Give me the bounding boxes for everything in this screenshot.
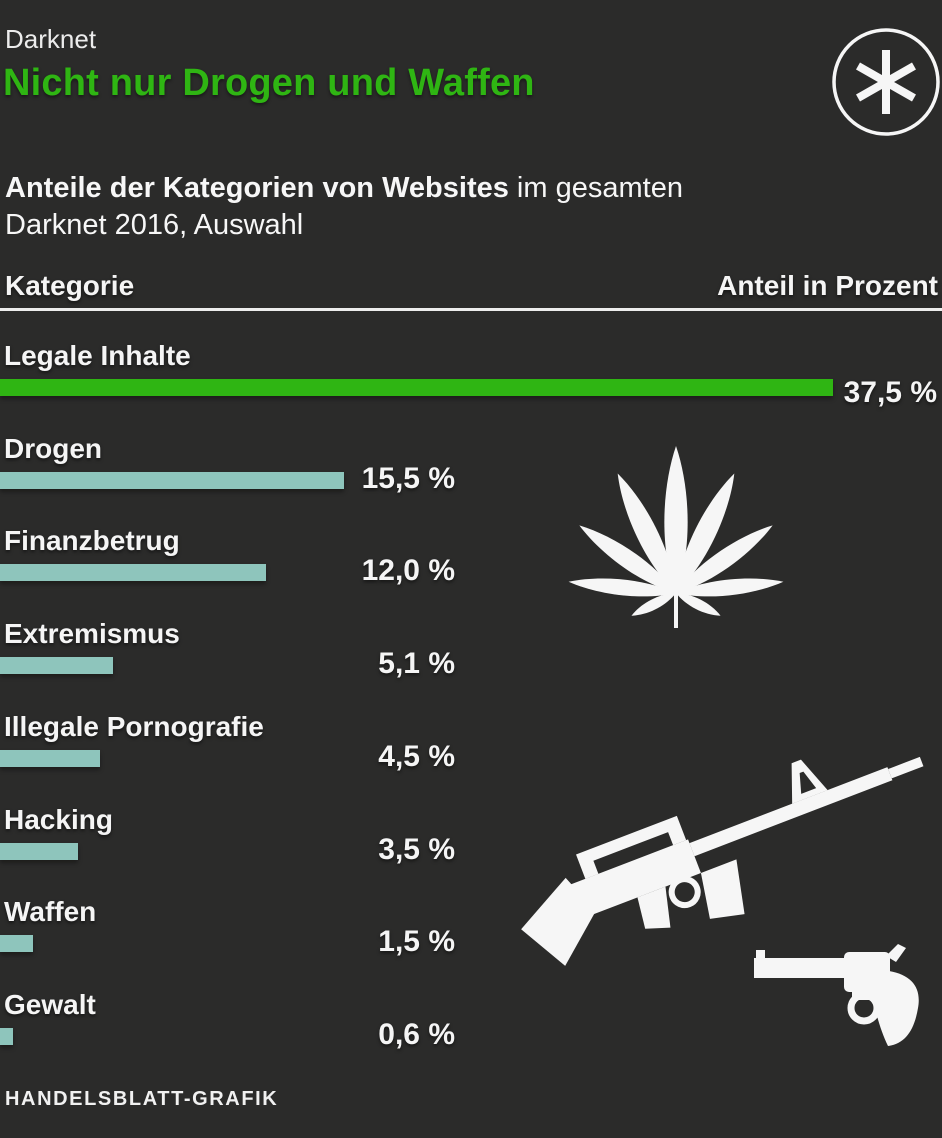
cannabis-leaf-icon — [556, 441, 796, 641]
chart-row: Legale Inhalte 37,5 % — [0, 341, 942, 434]
category-label: Illegale Pornografie — [4, 711, 264, 742]
chart-row: Finanzbetrug 12,0 % — [0, 526, 942, 619]
chart-row: Waffen 1,5 % — [0, 897, 942, 990]
chart-row: Illegale Pornografie 4,5 % — [0, 712, 942, 805]
chart-subtitle: Anteile der Kategorien von Websites im g… — [5, 170, 683, 244]
revolver-icon — [752, 940, 942, 1052]
value-bar — [0, 1028, 13, 1045]
subtitle-bold-text: Anteile der Kategorien von Websites — [5, 172, 509, 204]
category-label: Waffen — [4, 896, 97, 927]
source-credit: HANDELSBLATT-GRAFIK — [5, 1088, 279, 1110]
value-label: 12,0 % — [361, 554, 455, 587]
value-bar — [0, 935, 33, 952]
header-divider-rule — [0, 308, 942, 311]
chart-row: Extremismus 5,1 % — [0, 619, 942, 712]
value-bar — [0, 657, 113, 674]
value-bar — [0, 379, 833, 396]
subtitle-line2-text: Darknet 2016, Auswahl — [5, 209, 304, 241]
column-header-category: Kategorie — [5, 270, 135, 301]
subtitle-regular-text: im gesamten — [508, 172, 683, 204]
column-header-value: Anteil in Prozent — [717, 270, 938, 301]
handelsblatt-asterisk-logo-icon — [830, 26, 942, 138]
value-bar — [0, 472, 344, 489]
assault-rifle-icon — [505, 735, 942, 985]
category-label: Drogen — [4, 433, 102, 464]
kicker-label: Darknet — [5, 24, 97, 54]
value-label: 15,5 % — [361, 462, 455, 495]
category-label: Finanzbetrug — [4, 525, 180, 556]
value-bar — [0, 564, 266, 581]
value-label: 3,5 % — [378, 833, 455, 866]
value-label: 37,5 % — [843, 376, 937, 409]
chart-row: Drogen 15,5 % — [0, 434, 942, 527]
value-label: 0,6 % — [378, 1018, 455, 1051]
category-label: Extremismus — [4, 618, 180, 649]
chart-row: Gewalt 0,6 % — [0, 990, 942, 1083]
category-label: Gewalt — [4, 989, 96, 1020]
value-bar — [0, 843, 78, 860]
value-label: 1,5 % — [378, 925, 455, 958]
value-label: 5,1 % — [378, 647, 455, 680]
category-label: Legale Inhalte — [4, 340, 191, 371]
category-label: Hacking — [4, 804, 113, 835]
chart-row: Hacking 3,5 % — [0, 805, 942, 898]
value-label: 4,5 % — [378, 740, 455, 773]
chart-title: Nicht nur Drogen und Waffen — [3, 62, 535, 104]
value-bar — [0, 750, 100, 767]
